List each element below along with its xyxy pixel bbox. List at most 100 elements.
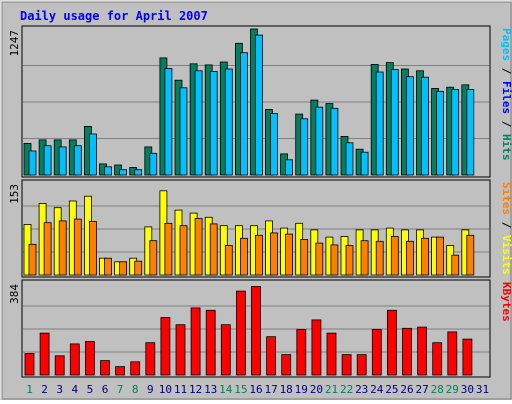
bar-sites-day-18 [285, 233, 294, 276]
bar-sites-day-17 [270, 232, 278, 276]
bar-kbytes-day-6 [100, 360, 110, 376]
bar-files-day-4 [73, 145, 82, 176]
x-tick-label-day-18: 18 [280, 383, 293, 396]
bar-sites-day-16 [255, 234, 263, 276]
x-tick-label-day-21: 21 [325, 383, 338, 396]
bar-kbytes-day-28 [432, 342, 443, 376]
panel-bot: 384 KBytes [8, 279, 512, 378]
bar-files-day-5 [89, 133, 97, 176]
bar-files-day-2 [43, 145, 52, 176]
bar-sites-day-11 [179, 225, 188, 276]
bar-kbytes-day-30 [462, 338, 473, 376]
bar-kbytes-day-23 [356, 354, 367, 376]
bar-sites-day-7 [119, 261, 127, 276]
x-tick-label-day-20: 20 [310, 383, 323, 396]
series-kbytes [24, 285, 473, 376]
bar-files-day-21 [330, 107, 339, 176]
bar-kbytes-day-25 [386, 309, 397, 376]
x-tick-label-day-6: 6 [102, 383, 109, 396]
x-tick-label-day-28: 28 [431, 383, 444, 396]
bar-sites-day-1 [28, 243, 37, 276]
x-tick-label-day-3: 3 [56, 383, 63, 396]
x-tick-label-day-4: 4 [71, 383, 78, 396]
bar-kbytes-day-27 [417, 326, 428, 376]
bar-kbytes-day-17 [266, 336, 277, 376]
x-tick-label-day-30: 30 [461, 383, 474, 396]
bar-kbytes-day-16 [251, 285, 261, 376]
bar-files-day-28 [436, 90, 445, 176]
panel-mid-side-legend: Sites / Visits [500, 182, 512, 275]
bar-files-day-23 [360, 151, 369, 176]
panel-mid-max-label: 153 [8, 184, 21, 204]
bar-sites-day-9 [149, 240, 158, 276]
x-tick-label-day-26: 26 [400, 383, 413, 396]
bar-kbytes-day-26 [402, 327, 412, 376]
panels-layer: 1247 Pages / Files / Hits 153 Sites / Visit… [8, 25, 512, 378]
bar-sites-day-19 [300, 239, 309, 276]
bar-files-day-27 [421, 76, 429, 176]
panel-bot-side-legend: KBytes [500, 282, 512, 322]
bar-kbytes-day-10 [160, 317, 171, 376]
bar-kbytes-day-29 [447, 331, 458, 376]
x-tick-label-day-22: 22 [340, 383, 353, 396]
x-tick-label-day-23: 23 [355, 383, 368, 396]
bar-kbytes-day-12 [190, 307, 201, 376]
bar-files-day-16 [255, 34, 263, 176]
bar-files-day-15 [239, 52, 248, 176]
bar-kbytes-day-5 [85, 341, 95, 376]
bar-sites-day-12 [194, 218, 203, 276]
bar-kbytes-day-7 [115, 366, 125, 376]
bar-sites-day-30 [466, 234, 475, 276]
legend-segment: Hits [500, 134, 512, 161]
panel-bot-max-label: 384 [8, 284, 21, 304]
bar-files-day-30 [466, 89, 475, 176]
x-tick-label-day-29: 29 [446, 383, 459, 396]
bar-files-day-17 [270, 113, 278, 176]
legend-segment: Files [500, 81, 512, 114]
bar-sites-day-27 [421, 237, 429, 276]
legend-segment: / [500, 215, 512, 235]
bar-sites-day-10 [164, 222, 173, 276]
bar-kbytes-day-14 [220, 324, 231, 376]
x-tick-label-day-13: 13 [204, 383, 217, 396]
bar-sites-day-15 [239, 237, 248, 276]
series-sites [28, 218, 475, 276]
x-tick-label-day-9: 9 [147, 383, 154, 396]
x-tick-label-day-1: 1 [26, 383, 33, 396]
legend-segment: Sites [500, 182, 512, 215]
bar-files-day-11 [179, 87, 188, 176]
bar-kbytes-day-4 [69, 343, 80, 376]
bar-kbytes-day-3 [54, 355, 65, 376]
bar-files-day-9 [149, 152, 158, 176]
bar-kbytes-day-19 [296, 329, 307, 376]
bar-files-day-6 [104, 166, 112, 176]
bar-kbytes-day-8 [130, 361, 141, 376]
x-tick-label-day-16: 16 [249, 383, 262, 396]
bar-kbytes-day-13 [205, 309, 216, 376]
bar-files-day-1 [28, 150, 37, 176]
legend-segment: KBytes [500, 282, 512, 322]
bar-sites-day-25 [390, 236, 399, 276]
bar-kbytes-day-2 [39, 332, 50, 376]
bar-files-day-20 [315, 106, 324, 176]
bar-kbytes-day-20 [311, 319, 322, 376]
bar-files-day-18 [285, 159, 294, 176]
bar-sites-day-21 [330, 244, 339, 276]
bar-sites-day-8 [134, 260, 143, 276]
bar-files-day-10 [164, 68, 173, 176]
bar-files-day-24 [375, 71, 384, 176]
x-tick-label-day-15: 15 [234, 383, 247, 396]
bar-sites-day-4 [73, 218, 82, 276]
series-files [28, 34, 475, 176]
bar-files-day-3 [58, 146, 67, 176]
x-tick-label-day-24: 24 [370, 383, 384, 396]
x-tick-label-day-2: 2 [41, 383, 48, 396]
bar-files-day-7 [119, 169, 127, 176]
bar-files-day-29 [451, 89, 460, 176]
bar-files-day-12 [194, 70, 203, 176]
legend-segment: Pages [500, 28, 512, 61]
panel-top: 1247 Pages / Files / Hits [8, 25, 512, 178]
x-tick-label-day-10: 10 [159, 383, 172, 396]
